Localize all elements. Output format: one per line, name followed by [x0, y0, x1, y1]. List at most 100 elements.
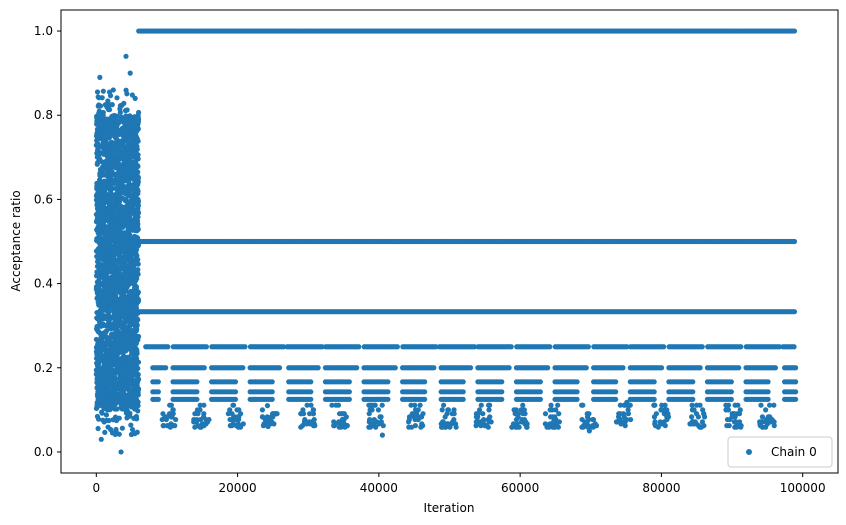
- data-point: [167, 402, 173, 408]
- data-point: [665, 414, 672, 420]
- data-point: [406, 414, 413, 420]
- data-point: [758, 402, 764, 408]
- data-point: [110, 417, 116, 423]
- data-point: [486, 419, 492, 425]
- data-point: [734, 424, 740, 430]
- data-point: [124, 91, 130, 97]
- data-point: [193, 419, 200, 425]
- data-point: [486, 402, 492, 408]
- data-point: [100, 212, 107, 218]
- data-point: [728, 379, 734, 385]
- data-point: [339, 421, 345, 427]
- data-point: [94, 140, 101, 146]
- data-point: [206, 416, 212, 423]
- data-point: [701, 411, 707, 417]
- data-point: [122, 108, 129, 114]
- data-point: [99, 197, 105, 203]
- data-point: [728, 389, 734, 395]
- data-band-7: [150, 396, 799, 402]
- data-point: [508, 344, 514, 350]
- data-point: [229, 411, 235, 417]
- data-point: [412, 423, 419, 429]
- data-point: [521, 407, 527, 413]
- data-point: [440, 419, 446, 425]
- data-point: [655, 424, 661, 430]
- data-point: [759, 414, 766, 420]
- data-point: [793, 389, 799, 395]
- data-point: [163, 416, 169, 423]
- data-point: [574, 389, 580, 395]
- data-point: [233, 423, 239, 429]
- data-point: [772, 365, 779, 371]
- data-point: [227, 423, 233, 429]
- data-point: [736, 411, 743, 417]
- data-point: [405, 419, 412, 425]
- data-point: [771, 423, 777, 429]
- data-point: [242, 344, 248, 350]
- data-point: [265, 423, 271, 430]
- data-point: [165, 344, 171, 350]
- data-point: [499, 379, 505, 385]
- data-point: [99, 409, 105, 415]
- data-point: [688, 421, 694, 427]
- data-point: [311, 416, 317, 423]
- data-point: [520, 402, 526, 408]
- data-point: [367, 407, 373, 413]
- data-point: [197, 407, 203, 413]
- data-point: [356, 344, 362, 350]
- data-point: [446, 423, 452, 429]
- data-point: [106, 107, 113, 113]
- data-point: [791, 309, 798, 315]
- data-point: [240, 365, 246, 371]
- data-point: [304, 402, 310, 408]
- data-point: [128, 422, 134, 428]
- data-point: [460, 396, 466, 402]
- data-point: [486, 407, 492, 413]
- data-point: [418, 424, 424, 430]
- data-point: [658, 365, 665, 371]
- data-band-1: [136, 238, 798, 245]
- data-point: [728, 396, 734, 402]
- data-point: [121, 100, 127, 106]
- data-point: [133, 158, 139, 165]
- data-point: [232, 396, 239, 402]
- data-band-0: [136, 28, 798, 34]
- data-point: [315, 365, 321, 371]
- data-point: [354, 365, 360, 371]
- data-point: [155, 379, 161, 385]
- data-band-4: [150, 365, 799, 371]
- data-point: [376, 421, 382, 427]
- data-point: [230, 402, 237, 408]
- data-spikes: [159, 399, 777, 430]
- data-point: [155, 389, 161, 395]
- data-point: [133, 218, 139, 225]
- data-point: [661, 344, 667, 350]
- data-point: [550, 414, 556, 420]
- data-point: [625, 411, 632, 417]
- data-point: [307, 411, 313, 417]
- data-point: [102, 429, 108, 435]
- data-point: [160, 411, 166, 417]
- data-point: [553, 423, 559, 429]
- data-point: [300, 407, 306, 413]
- data-point: [519, 416, 525, 423]
- data-point: [232, 389, 239, 395]
- data-point: [433, 344, 439, 350]
- data-point: [731, 419, 738, 425]
- data-point: [203, 344, 209, 350]
- data-point: [333, 402, 339, 408]
- data-point: [128, 341, 134, 347]
- data-point: [269, 379, 275, 385]
- data-point: [613, 396, 619, 402]
- data-point: [513, 416, 520, 423]
- data-burn-in: [93, 87, 142, 438]
- data-point: [378, 414, 384, 420]
- data-point: [108, 269, 114, 275]
- data-point: [379, 402, 385, 408]
- data-point: [625, 407, 631, 413]
- data-point: [736, 365, 742, 371]
- data-point: [791, 28, 798, 34]
- data-point: [319, 344, 325, 350]
- data-point: [135, 210, 142, 216]
- data-point: [369, 423, 375, 429]
